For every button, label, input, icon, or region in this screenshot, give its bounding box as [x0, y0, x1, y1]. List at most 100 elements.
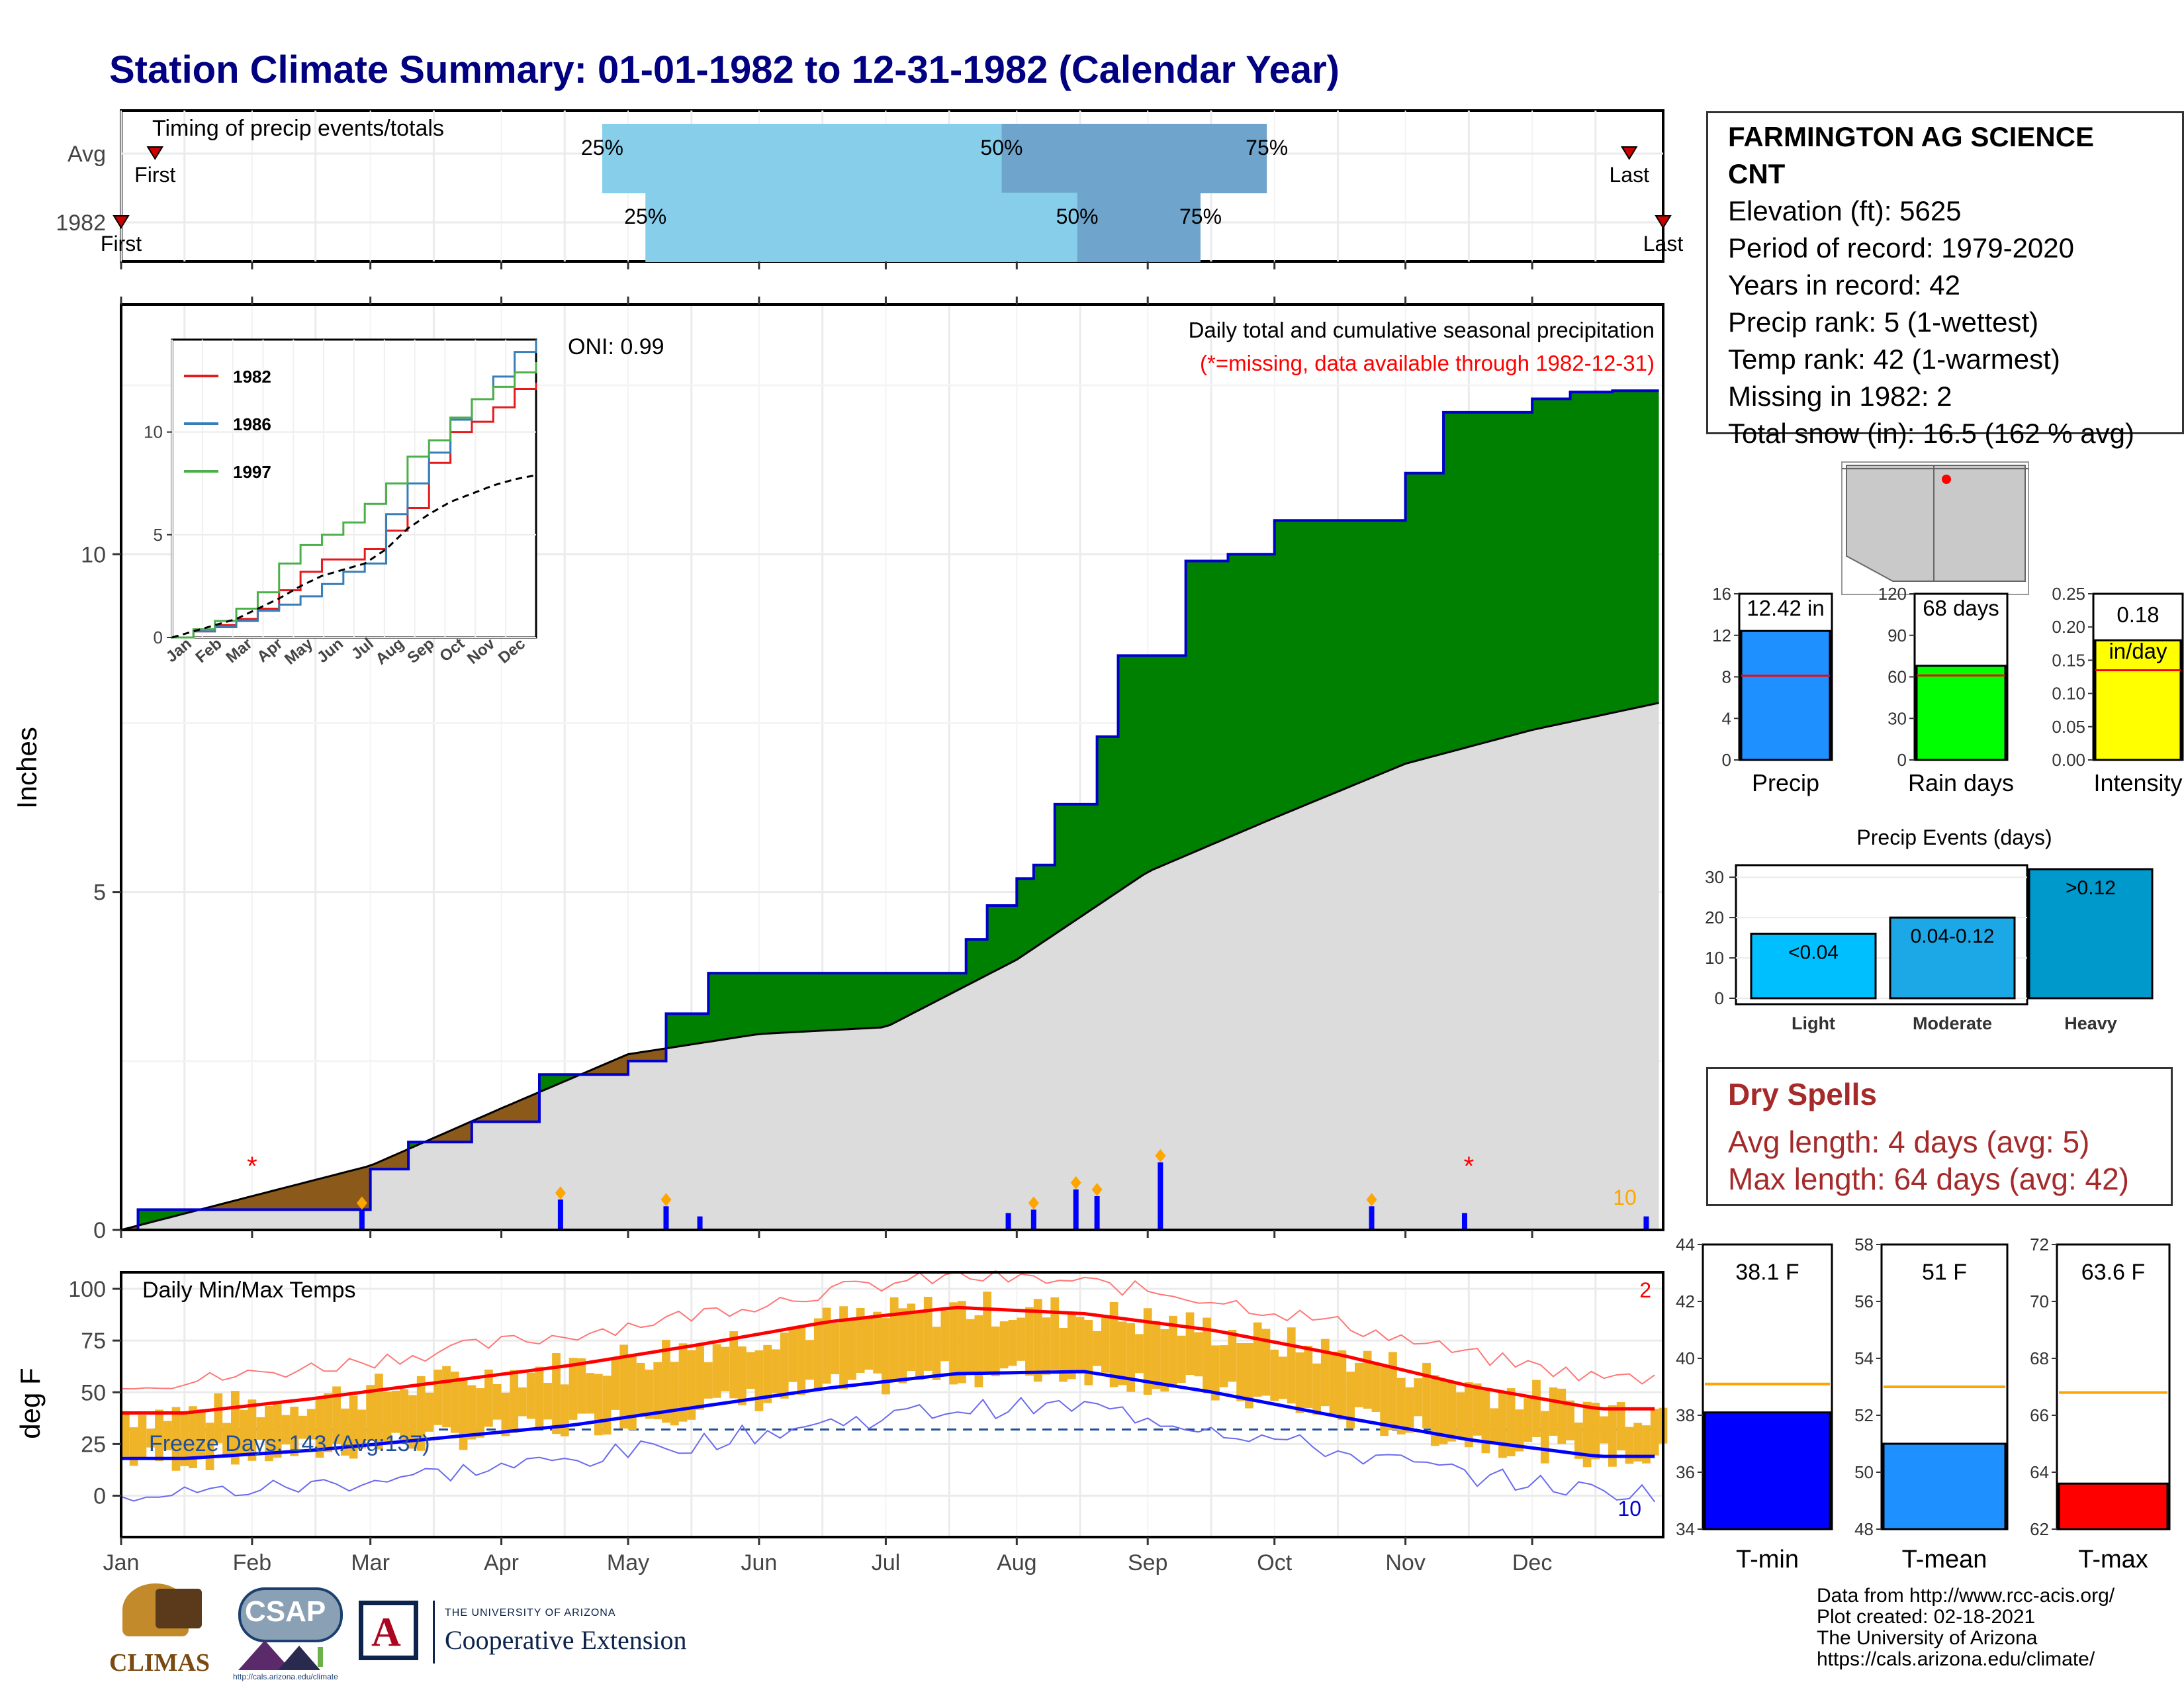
climatology-area	[121, 702, 1659, 1230]
summary-ytick-label: 30	[1888, 708, 1907, 728]
daily-temp-range-bar	[1447, 1381, 1457, 1442]
total-snow: Total snow (in): 16.5 (162 % avg)	[1728, 418, 2134, 449]
daily-temp-range-bar	[1380, 1366, 1389, 1436]
daily-temp-range-bar	[754, 1350, 764, 1411]
timing-quartile-label: 25%	[624, 205, 666, 228]
temp-summary-ytick-label: 56	[1854, 1291, 1874, 1311]
events-bar-value-label: <0.04	[1788, 942, 1839, 964]
temp-summary-value-label: 51 F	[1922, 1260, 1967, 1285]
temp-summary-ytick-label: 68	[2030, 1348, 2049, 1368]
daily-temp-range-bar	[645, 1370, 654, 1419]
temp-panel: Daily Min/Max Temps Freeze Days: 143 (Av…	[15, 261, 1668, 1575]
daily-temp-range-bar	[349, 1395, 358, 1459]
daily-temp-range-bar	[400, 1389, 409, 1444]
summary-ytick-label: 0.10	[2052, 684, 2085, 704]
events-category-label: Heavy	[2064, 1013, 2117, 1033]
missing-data-marker: *	[1464, 1152, 1475, 1181]
daily-temp-range-bar	[1185, 1312, 1195, 1376]
credit-plot-date: Plot created: 02-18-2021	[1817, 1606, 2036, 1628]
first-event-marker	[146, 146, 164, 160]
precip-missing-note: (*=missing, data available through 1982-…	[1200, 351, 1655, 375]
avg-tmax-line	[121, 1305, 1655, 1415]
daily-temp-range-bar	[1396, 1378, 1406, 1434]
daily-temp-range-bar	[1456, 1392, 1465, 1437]
page-title: Station Climate Summary: 01-01-1982 to 1…	[109, 48, 1340, 91]
daily-temp-range-bar	[1279, 1356, 1287, 1399]
daily-temp-range-bar	[391, 1390, 400, 1433]
first-event-label: First	[134, 163, 175, 187]
daily-temp-range-bar	[847, 1319, 856, 1380]
daily-temp-range-bar	[940, 1310, 950, 1362]
daily-temp-range-bar	[1481, 1388, 1490, 1454]
precip-rank: Precip rank: 5 (1-wettest)	[1728, 306, 2039, 338]
climas-logo: CLIMAS	[109, 1583, 218, 1683]
daily-temp-range-bar	[1355, 1362, 1363, 1407]
daily-temp-range-bar	[1515, 1409, 1524, 1452]
summary-ytick-label: 12	[1712, 626, 1731, 645]
daily-temp-range-bar	[1177, 1335, 1186, 1383]
temp-ylabel: deg F	[15, 1368, 46, 1438]
daily-temp-range-bar	[1439, 1380, 1448, 1445]
heavy-event-marker	[555, 1186, 566, 1200]
daily-temp-range-bar	[552, 1352, 561, 1434]
daily-temp-range-bar	[375, 1374, 383, 1450]
daily-temp-range-bar	[1203, 1317, 1211, 1393]
timing-quartile-label: 50%	[1056, 205, 1099, 228]
missing-days: Missing in 1982: 2	[1728, 381, 1952, 412]
daily-temp-range-bar	[1101, 1317, 1110, 1373]
month-label: May	[607, 1550, 649, 1575]
daily-temp-range-bar	[957, 1301, 966, 1383]
temp-summary-ytick-label: 40	[1676, 1348, 1695, 1368]
daily-temp-range-bar	[1160, 1329, 1169, 1392]
daily-temp-range-bar	[315, 1399, 324, 1458]
daily-temp-range-bar	[1608, 1405, 1617, 1467]
daily-temp-range-bar	[1338, 1350, 1347, 1420]
daily-temp-range-bar	[670, 1362, 679, 1426]
temp-summary-label: T-mean	[1902, 1546, 1987, 1573]
precip-ytick-label: 10	[81, 542, 106, 567]
daily-temp-range-bar	[543, 1382, 553, 1420]
inset-average-line	[171, 474, 537, 639]
timing-quartile-label: 75%	[1179, 205, 1222, 228]
daily-temp-range-bar	[611, 1357, 620, 1410]
inset-ytick-label: 10	[144, 422, 163, 442]
daily-temp-range-bar	[1371, 1364, 1381, 1412]
station-location-marker	[1942, 475, 1951, 484]
summary-bars: 0 4 8 12 16 12.42 in Precip 0 30 60 90 120 68 days Ra…	[1712, 584, 2184, 796]
daily-temp-range-bar	[628, 1356, 637, 1430]
daily-temp-range-bar	[298, 1415, 307, 1439]
temp-summary-ytick-label: 48	[1854, 1519, 1874, 1539]
heavy-event-marker	[660, 1193, 672, 1207]
dry-spells-box: Dry Spells Avg length: 4 days (avg: 5) M…	[1706, 1067, 2173, 1206]
climas-logo-text: CLIMAS	[109, 1649, 210, 1677]
credit-url: https://cals.arizona.edu/climate/	[1817, 1648, 2095, 1670]
first-event-label: First	[101, 232, 142, 256]
precip-ylabel: Inches	[11, 727, 42, 809]
daily-temp-range-bar	[662, 1340, 670, 1423]
summary-ytick-label: 0	[1897, 750, 1907, 770]
summary-bar-label: Rain days	[1908, 769, 2014, 796]
temp-summary-ytick-label: 38	[1676, 1405, 1695, 1425]
temp-top-count: 2	[1639, 1278, 1651, 1302]
temp-summary-ytick-label: 42	[1676, 1291, 1695, 1311]
daily-temp-range-bar	[873, 1311, 882, 1374]
events-bar-light	[1750, 933, 1877, 1000]
avg-tmin-line	[121, 1370, 1655, 1460]
events-ytick-label: 20	[1705, 908, 1724, 927]
daily-temp-range-bar	[324, 1393, 333, 1452]
summary-ytick-label: 90	[1888, 626, 1907, 645]
southwest-map	[1841, 461, 2029, 595]
daily-temp-range-bar	[256, 1417, 265, 1440]
precip-events-chart: Precip Events (days) 0 10 20 30 <0.04 Light 0.…	[1705, 825, 2154, 1033]
temp-summary-ytick-label: 66	[2030, 1405, 2049, 1425]
daily-temp-range-bar	[146, 1429, 156, 1448]
timing-label: Timing of precip events/totals	[152, 116, 444, 141]
summary-bar-precip	[1740, 630, 1831, 761]
daily-precip-bar	[1030, 1209, 1036, 1230]
credit-data-source: Data from http://www.rcc-acis.org/	[1817, 1585, 2115, 1607]
daily-temp-range-bar	[230, 1391, 240, 1465]
daily-temp-range-bar	[366, 1385, 375, 1441]
month-label: Mar	[351, 1550, 390, 1575]
daily-temp-range-bar	[1650, 1409, 1659, 1456]
